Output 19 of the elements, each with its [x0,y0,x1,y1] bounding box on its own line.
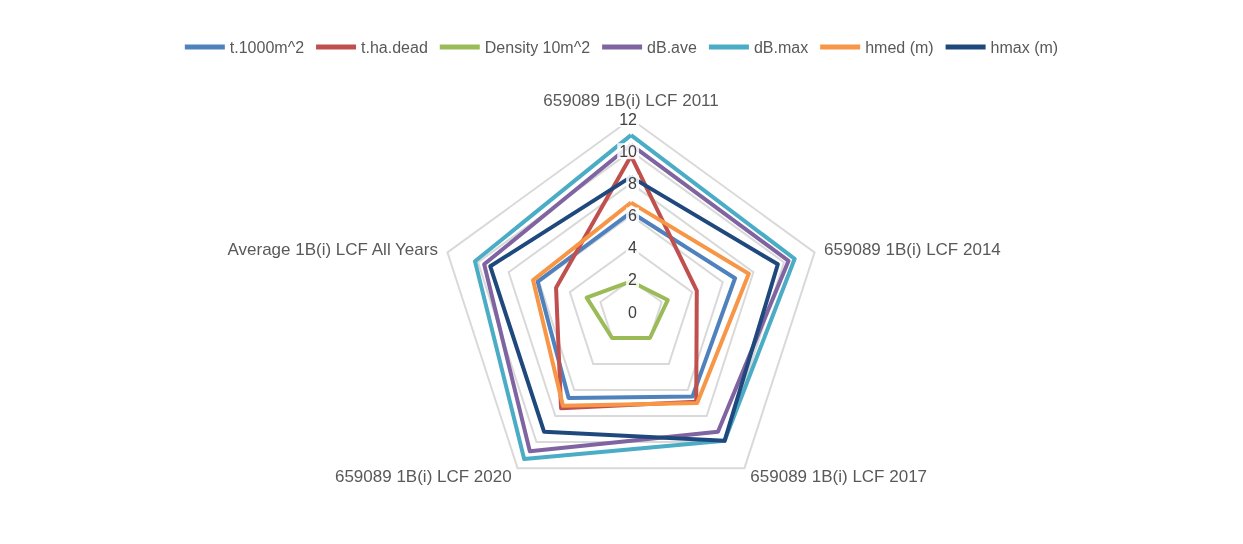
y-tick-label: 2 [628,271,638,289]
legend-label: hmax (m) [990,38,1059,56]
spoke-label: Average 1B(i) LCF All Years [227,239,438,259]
spoke-label: 659089 1B(i) LCF 2014 [824,239,1001,259]
y-tick-label: 0 [628,303,638,321]
legend-label: hmed (m) [865,38,934,56]
y-tick-label: 6 [628,207,638,224]
legend-label: t.1000m^2 [229,38,305,56]
y-tick-label: 10 [619,142,638,160]
spoke-label: 659089 1B(i) LCF 2011 [543,91,719,110]
legend-label: t.ha.dead [361,38,428,56]
legend-label: Density 10m^2 [484,38,591,56]
y-tick-label: 4 [628,239,638,257]
legend-label: dB.max [753,38,809,56]
spoke-label: 659089 1B(i) LCF 2017 [750,466,928,486]
spoke-label: 659089 1B(i) LCF 2020 [334,466,512,486]
y-tick-label: 12 [619,110,638,128]
legend-label: dB.ave [647,38,698,56]
y-tick-label: 8 [628,174,638,192]
